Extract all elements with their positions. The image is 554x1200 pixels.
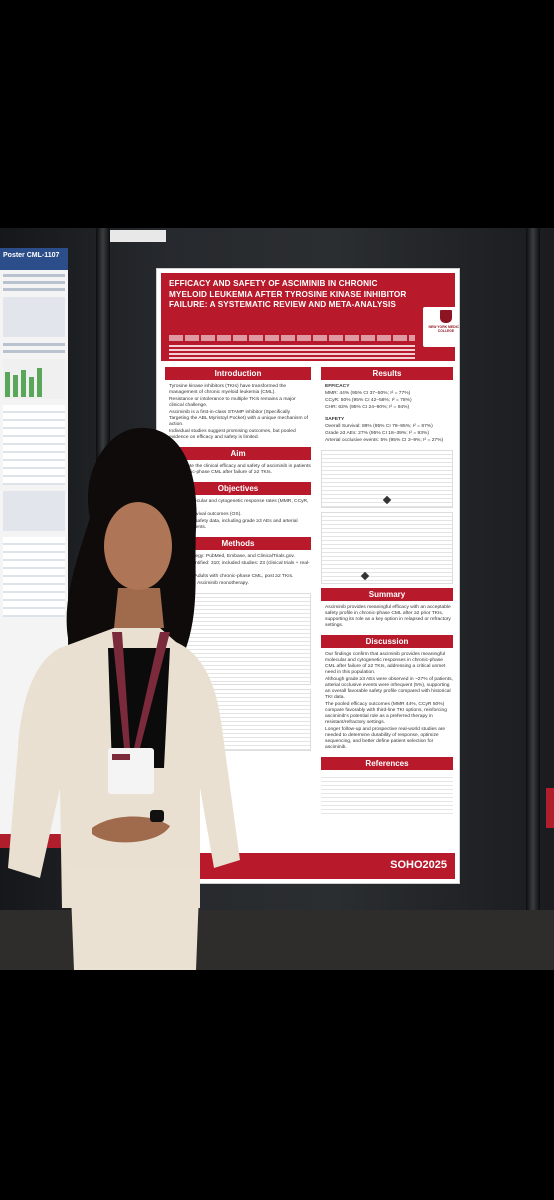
section-references: References [321, 757, 453, 770]
section-objectives: Objectives [165, 482, 311, 495]
side-poster-bar-chart [3, 359, 65, 399]
side-poster-rows [3, 405, 65, 485]
college-logo: NEW YORK MEDICAL COLLEGE [423, 307, 460, 347]
efficacy-label: EFFICACY [325, 384, 350, 389]
conference-photo: Poster CML-1107 EFFICACY AND SAFETY OF A… [0, 228, 554, 970]
poster-title: EFFICACY AND SAFETY OF ASCIMINIB IN CHRO… [169, 279, 407, 310]
safety-results: SAFETY Overall Survival: 89% (95% CI 78–… [321, 417, 453, 444]
poster-right-column: Results EFFICACY MMR: 44% (95% CI 37–50%… [321, 367, 453, 820]
summary-text: Asciminib provides meaningful efficacy w… [325, 605, 451, 628]
poster-authors [169, 335, 415, 341]
safety-label: SAFETY [325, 417, 345, 422]
lanyard [112, 632, 170, 748]
efficacy-results: EFFICACY MMR: 44% (95% CI 37–50%; I² = 7… [321, 384, 453, 411]
section-introduction: Introduction [165, 367, 311, 380]
references-list [321, 774, 453, 814]
right-poster-edge [546, 788, 554, 828]
shield-icon [440, 310, 452, 323]
introduction-list: Tyrosine kinase inhibitors (TKIs) have t… [169, 384, 308, 440]
poster-banner: EFFICACY AND SAFETY OF ASCIMINIB IN CHRO… [161, 273, 459, 361]
hands [92, 816, 170, 843]
college-name: NEW YORK MEDICAL COLLEGE [428, 325, 460, 333]
board-divider [526, 228, 540, 970]
trousers [70, 868, 200, 970]
forest-plot-adverse-events [321, 512, 453, 584]
face [104, 502, 172, 590]
discussion-list: Our findings confirm that asciminib prov… [325, 652, 453, 750]
side-poster-title: Poster CML-1107 [0, 248, 68, 270]
section-results: Results [321, 367, 453, 380]
poster-footer: SOHO2025 [197, 853, 455, 879]
neck [114, 588, 164, 628]
section-summary: Summary [321, 588, 453, 601]
board-tag [110, 230, 166, 242]
presenter [8, 427, 240, 970]
section-methods: Methods [165, 537, 311, 550]
conference-name: SOHO2025 [390, 859, 447, 871]
section-aim: Aim [165, 447, 311, 460]
forest-plot-os [321, 450, 453, 508]
side-poster-table [3, 297, 65, 337]
poster-affiliations [169, 345, 415, 361]
watch [150, 810, 164, 822]
section-discussion: Discussion [321, 635, 453, 648]
aim-text: To evaluate the clinical efficacy and sa… [169, 464, 311, 475]
